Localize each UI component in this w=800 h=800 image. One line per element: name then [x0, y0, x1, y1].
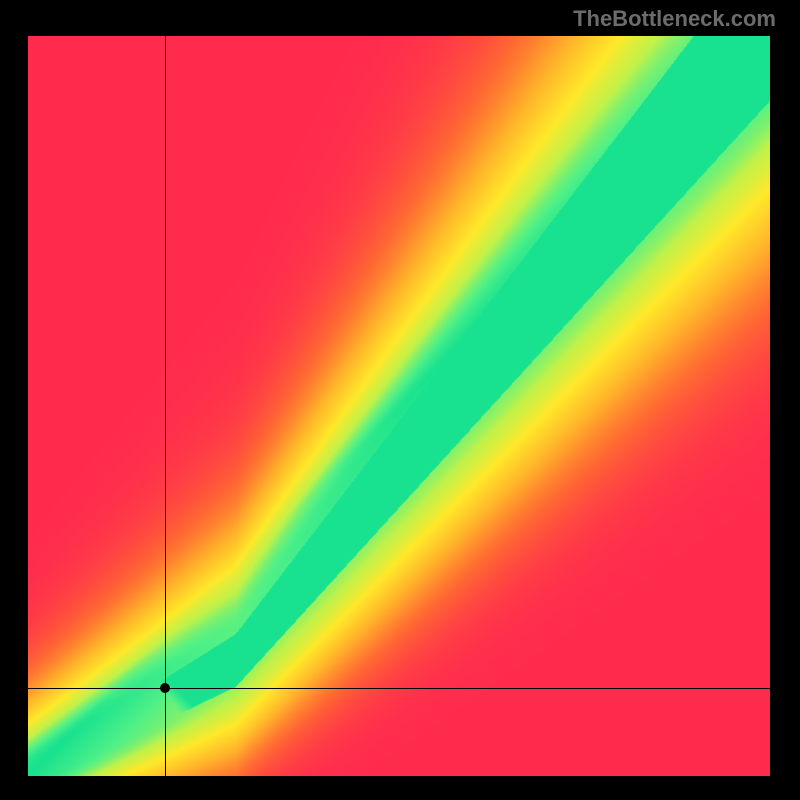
crosshair-horizontal — [28, 688, 770, 689]
chart-container: { "chart": { "type": "heatmap", "source_… — [0, 0, 800, 800]
crosshair-dot — [160, 683, 170, 693]
crosshair-vertical — [165, 36, 166, 776]
heatmap-canvas — [28, 36, 770, 776]
plot-area — [28, 36, 770, 776]
watermark-text: TheBottleneck.com — [573, 6, 776, 32]
